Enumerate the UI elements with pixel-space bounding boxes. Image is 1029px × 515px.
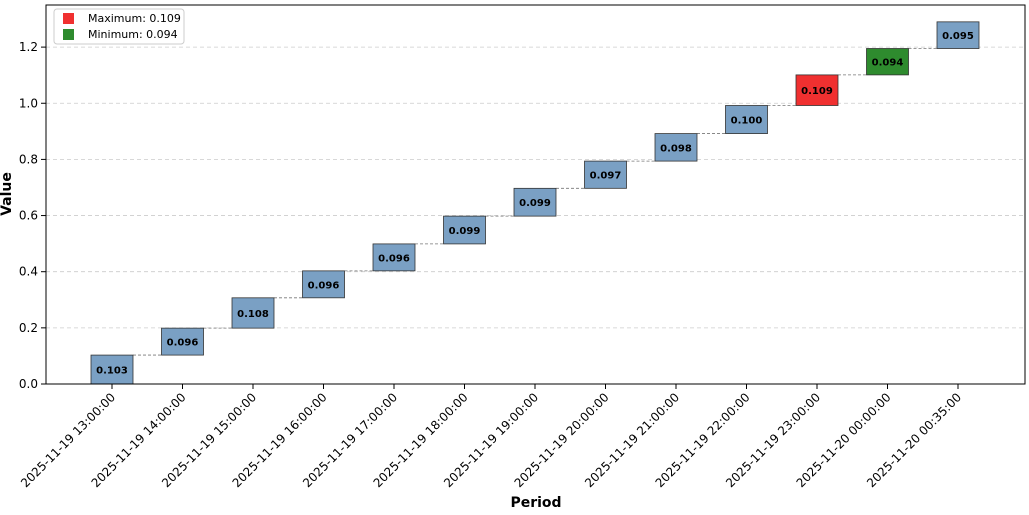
- bar-value-label: 0.099: [519, 198, 551, 209]
- waterfall-bar: [90, 354, 134, 385]
- legend: Maximum: 0.109 Minimum: 0.094: [53, 8, 185, 45]
- waterfall-bar: [866, 48, 909, 76]
- y-tick-label: 0.6: [19, 209, 38, 223]
- waterfall-bar: [161, 327, 204, 356]
- y-tick-label: 0.2: [19, 321, 38, 335]
- y-tick-label: 1.2: [19, 40, 38, 54]
- x-axis-title: Period: [510, 495, 561, 510]
- legend-label-max: Maximum: 0.109: [88, 12, 181, 25]
- waterfall-bar: [795, 74, 839, 106]
- y-axis-title: Value: [0, 172, 15, 216]
- bar-value-label: 0.096: [167, 338, 199, 349]
- bar-value-label: 0.098: [660, 143, 692, 154]
- bar-value-label: 0.108: [237, 309, 269, 320]
- waterfall-bar: [513, 187, 557, 217]
- bar-value-label: 0.099: [449, 226, 481, 237]
- legend-swatch-min: [63, 29, 74, 40]
- bar-value-label: 0.109: [801, 86, 833, 97]
- legend-swatch-max: [63, 13, 74, 24]
- bar-layer: 0.103 0.096 0.108 0.096 0.096 0.099 0.099 0.097…: [90, 21, 980, 385]
- bar-value-label: 0.096: [378, 253, 410, 264]
- y-tick-label: 0.8: [19, 152, 38, 166]
- waterfall-bar: [443, 215, 486, 245]
- y-tick-label: 0.0: [19, 377, 38, 391]
- y-tick-label: 1.0: [19, 96, 38, 110]
- legend-label-min: Minimum: 0.094: [88, 28, 178, 41]
- waterfall-bar: [936, 21, 980, 49]
- grid-layer: [46, 46, 1025, 329]
- bar-value-label: 0.096: [308, 280, 340, 291]
- y-tick-label: 0.4: [19, 265, 38, 279]
- waterfall-bar: [231, 297, 275, 329]
- waterfall-bar: [302, 270, 345, 299]
- waterfall-bar: [654, 133, 698, 162]
- bar-value-label: 0.095: [942, 31, 974, 42]
- waterfall-bar: [725, 105, 768, 134]
- bar-value-label: 0.094: [872, 58, 904, 69]
- bar-value-label: 0.100: [731, 116, 763, 127]
- bar-value-label: 0.097: [590, 171, 622, 182]
- legend-box: [53, 8, 185, 45]
- bar-value-label: 0.103: [96, 366, 128, 377]
- waterfall-bar: [584, 160, 627, 189]
- waterfall-bar: [372, 243, 416, 272]
